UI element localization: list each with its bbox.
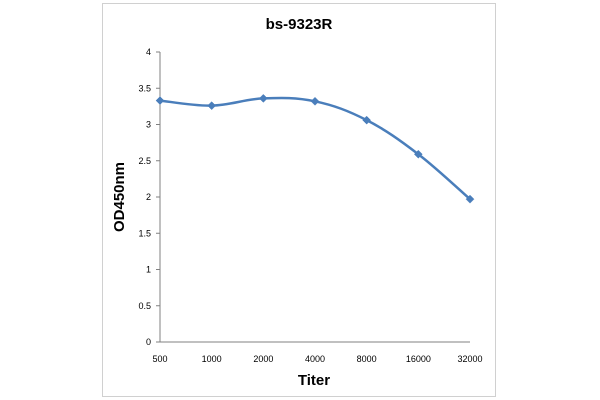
data-point-marker (155, 96, 165, 105)
x-tick-label: 8000 (357, 354, 377, 364)
data-point-marker (310, 96, 320, 106)
chart-title: bs-9323R (266, 16, 333, 33)
y-tick-label: 3.5 (138, 83, 151, 93)
y-tick-label: 2.5 (138, 156, 151, 166)
y-tick-label: 3 (146, 120, 151, 130)
y-tick-label: 1 (146, 265, 151, 275)
y-tick-label: 0.5 (138, 301, 151, 311)
x-tick-label: 4000 (305, 354, 325, 364)
x-tick-label: 16000 (406, 354, 431, 364)
x-tick-label: 32000 (457, 354, 482, 364)
data-point-marker (207, 101, 217, 111)
data-point-marker (362, 115, 372, 125)
y-axis-title: OD450nm (111, 162, 128, 232)
data-point-marker (413, 149, 423, 159)
x-axis-title: Titer (298, 372, 330, 389)
data-point-marker (258, 94, 268, 103)
chart-frame (102, 3, 496, 397)
y-tick-label: 0 (146, 337, 151, 347)
data-point-marker (465, 194, 475, 204)
y-tick-label: 1.5 (138, 228, 151, 238)
y-tick-label: 2 (146, 192, 151, 202)
y-tick-label: 4 (146, 47, 151, 57)
x-tick-label: 1000 (202, 354, 222, 364)
series-line (159, 96, 471, 201)
x-tick-label: 500 (152, 354, 167, 364)
x-tick-label: 2000 (253, 354, 273, 364)
